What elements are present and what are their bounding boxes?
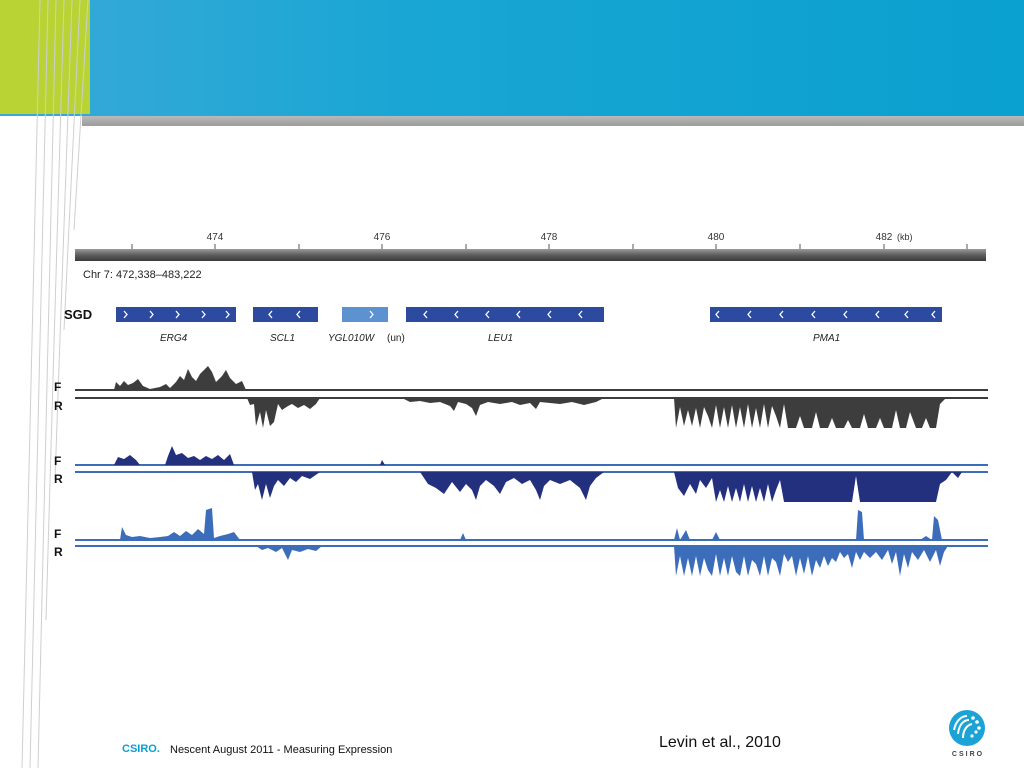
axis-tick-label: 480 — [708, 232, 725, 243]
gene-label-scl1: SCL1 — [270, 333, 295, 344]
axis-tick-label: 482 — [876, 232, 893, 243]
axis-tick-label: 476 — [374, 232, 391, 243]
gene-label-ygl010w: YGL010W — [328, 333, 376, 344]
axis-tick-label: 478 — [541, 232, 558, 243]
forward-coverage — [120, 508, 942, 540]
gene-label-leu1: LEU1 — [488, 333, 513, 344]
strand-arrows — [123, 310, 936, 319]
forward-coverage — [114, 446, 385, 465]
footer-brand: CSIRO. — [122, 743, 160, 755]
coverage-track-1: F R — [54, 366, 988, 428]
reverse-coverage — [256, 546, 948, 576]
coverage-track-3: F R — [54, 508, 988, 576]
header-rule — [82, 116, 1024, 126]
gene-track — [116, 307, 942, 322]
gene-box-erg4 — [116, 307, 236, 322]
gene-box-scl1 — [253, 307, 318, 322]
reverse-coverage — [247, 398, 946, 428]
csiro-logo: CSIRO — [949, 710, 985, 758]
track-label-sgd: SGD — [64, 307, 92, 322]
strand-label-reverse: R — [54, 472, 63, 486]
strand-label-forward: F — [54, 454, 61, 468]
strand-label-reverse: R — [54, 399, 63, 413]
gene-label-suffix: (un) — [387, 333, 405, 344]
gene-box-pma1 — [710, 307, 942, 322]
logo-text: CSIRO — [952, 751, 984, 758]
header-band — [0, 0, 1024, 116]
decorative-lines — [21, 0, 89, 768]
citation: Levin et al., 2010 — [659, 734, 781, 751]
forward-coverage — [114, 366, 246, 390]
gene-label-pma1: PMA1 — [813, 333, 840, 344]
strand-label-forward: F — [54, 527, 61, 541]
axis-tick-label: 474 — [207, 232, 224, 243]
coordinate-label: Chr 7: 472,338–483,222 — [83, 269, 202, 281]
gene-box-leu1 — [406, 307, 604, 322]
gene-label-erg4: ERG4 — [160, 333, 188, 344]
reverse-coverage — [252, 472, 962, 502]
chromosome-ruler — [75, 249, 986, 261]
gene-box-ygl010w — [342, 307, 388, 322]
strand-label-reverse: R — [54, 545, 63, 559]
axis-unit-label: (kb) — [897, 232, 913, 242]
strand-label-forward: F — [54, 380, 61, 394]
footer-text: Nescent August 2011 - Measuring Expressi… — [170, 744, 393, 756]
coverage-track-2: F R — [54, 446, 988, 502]
